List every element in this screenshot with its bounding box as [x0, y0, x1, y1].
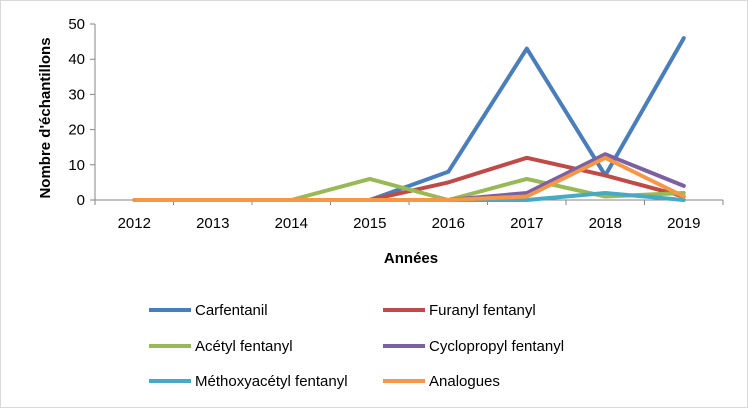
series-line-ac-tyl-fentanyl	[132, 176, 686, 202]
y-tick-label: 0	[77, 192, 85, 209]
y-tick-label: 10	[68, 157, 85, 174]
legend-label: Cyclopropyl fentanyl	[429, 338, 564, 355]
legend-item: Acétyl fentanyl	[149, 338, 293, 355]
y-tick-label: 40	[68, 51, 85, 68]
legend-item: Cyclopropyl fentanyl	[383, 338, 564, 355]
y-axis-label: Nombre d'échantillons	[37, 37, 54, 198]
legend-item: Furanyl fentanyl	[383, 302, 536, 319]
legend-label: Carfentanil	[195, 302, 268, 319]
x-tick-label: 2014	[275, 215, 308, 232]
legend-label: Acétyl fentanyl	[195, 338, 293, 355]
x-tick-label: 2019	[667, 215, 700, 232]
legend-label: Méthoxyacétyl fentanyl	[195, 373, 348, 390]
y-axis-title: Nombre d'échantillons	[37, 37, 54, 198]
x-axis-label: Années	[384, 250, 438, 267]
x-tick-label: 2015	[353, 215, 386, 232]
y-tick-label: 20	[68, 122, 85, 139]
legend-item: Carfentanil	[149, 302, 268, 319]
x-tick-label: 2012	[118, 215, 151, 232]
y-tick-label: 50	[68, 16, 85, 33]
x-tick-label: 2018	[589, 215, 622, 232]
x-tick-label: 2017	[510, 215, 543, 232]
legend: Carfentanil Furanyl fentanyl Acétyl fentan…	[149, 302, 564, 390]
plot-area: 0 10 20 30 40 50 2012 2013 2014 2015 2016 2017 2018 2…	[68, 16, 724, 232]
x-tick-label: 2016	[432, 215, 465, 232]
x-tick-label: 2013	[196, 215, 229, 232]
legend-label: Analogues	[429, 373, 500, 390]
legend-label: Furanyl fentanyl	[429, 302, 536, 319]
legend-item: Analogues	[383, 373, 500, 390]
series-line-analogues	[132, 155, 686, 202]
legend-item: Méthoxyacétyl fentanyl	[149, 373, 348, 390]
y-tick-label: 30	[68, 86, 85, 103]
